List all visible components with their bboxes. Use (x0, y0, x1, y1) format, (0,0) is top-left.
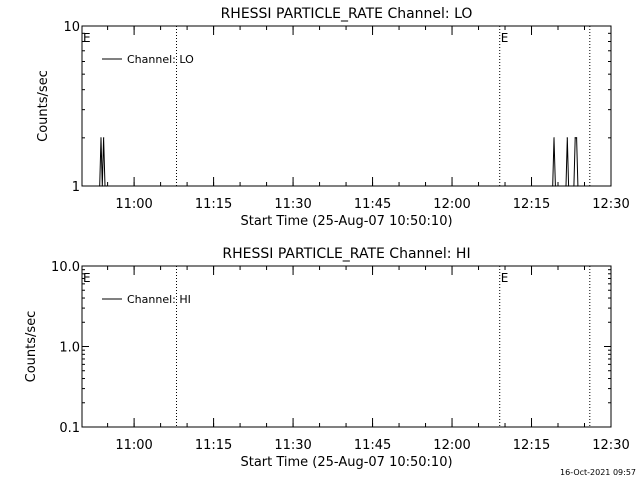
x-tick-label: 11:45 (354, 438, 391, 453)
y-tick-label: 1 (72, 180, 80, 195)
x-tick-label: 12:30 (592, 197, 629, 212)
legend-label: Channel: LO (127, 53, 194, 66)
x-axis-label: Start Time (25-Aug-07 10:50:10) (240, 214, 452, 229)
event-marker: E (83, 31, 91, 45)
data-point (573, 185, 575, 187)
x-tick-label: 11:30 (274, 197, 311, 212)
data-point (575, 137, 578, 139)
chart-title: RHESSI PARTICLE_RATE Channel: LO (221, 6, 473, 22)
data-point (100, 137, 102, 139)
data-point (553, 137, 555, 139)
data-point (552, 185, 554, 187)
data-point (99, 185, 101, 187)
data-point (104, 185, 106, 187)
series-line (99, 137, 579, 187)
x-tick-label: 12:15 (513, 197, 550, 212)
y-tick-label: 10.0 (51, 260, 80, 275)
x-tick-label: 12:30 (592, 438, 629, 453)
event-marker: E (501, 271, 509, 285)
x-tick-label: 12:00 (433, 197, 470, 212)
x-tick-label: 11:15 (195, 438, 232, 453)
plot-frame (81, 25, 612, 187)
y-tick-label: 10 (63, 20, 80, 35)
y-axis-label: Counts/sec (36, 70, 51, 142)
data-point (577, 185, 579, 187)
data-point (101, 185, 103, 187)
x-tick-label: 11:30 (274, 438, 311, 453)
hi-channel-panel: RHESSI PARTICLE_RATE Channel: HI 0.1 1.0 10… (24, 246, 630, 470)
lo-channel-panel: RHESSI PARTICLE_RATE Channel: LO 1 10 Count… (36, 6, 630, 229)
y-axis-label: Counts/sec (24, 311, 39, 383)
event-marker: E (83, 271, 91, 285)
y-tick-label: 1.0 (59, 341, 80, 356)
data-point (574, 137, 576, 139)
data-point (568, 185, 570, 187)
data-point (105, 185, 107, 187)
x-tick-label: 11:00 (115, 197, 152, 212)
footer-timestamp: 16-Oct-2021 09:57 (560, 468, 636, 477)
x-tick-label: 12:00 (433, 438, 470, 453)
data-point (103, 137, 105, 139)
x-tick-label: 11:45 (354, 197, 391, 212)
plot-frame (81, 265, 612, 428)
chart-title: RHESSI PARTICLE_RATE Channel: HI (222, 246, 470, 262)
x-tick-label: 12:15 (513, 438, 550, 453)
data-point (554, 185, 556, 187)
x-axis-label: Start Time (25-Aug-07 10:50:10) (240, 455, 452, 470)
x-tick-label: 11:00 (115, 438, 152, 453)
data-point (566, 137, 568, 139)
event-marker: E (501, 31, 509, 45)
data-point (565, 185, 567, 187)
x-tick-label: 11:15 (195, 197, 232, 212)
y-tick-label: 0.1 (59, 421, 80, 436)
legend-label: Channel: HI (127, 293, 191, 306)
